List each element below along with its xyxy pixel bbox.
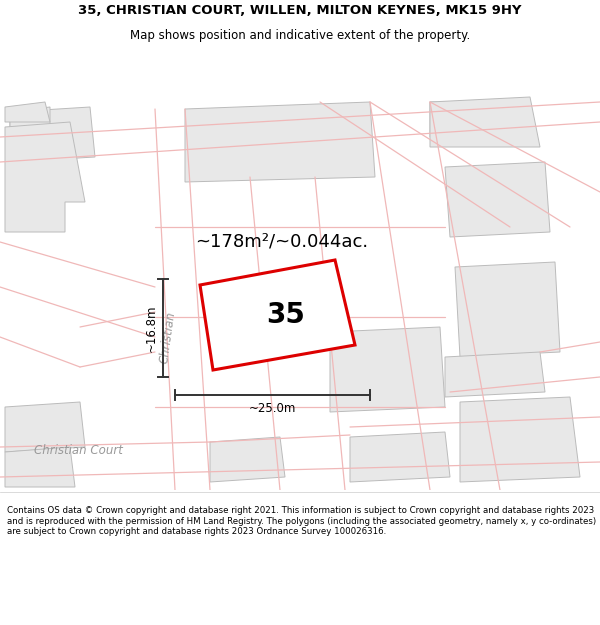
Polygon shape [330, 327, 445, 412]
Polygon shape [430, 102, 525, 137]
Polygon shape [455, 262, 560, 357]
Polygon shape [200, 260, 355, 370]
Text: Map shows position and indicative extent of the property.: Map shows position and indicative extent… [130, 29, 470, 42]
Polygon shape [445, 352, 545, 397]
Polygon shape [5, 447, 75, 487]
Polygon shape [210, 437, 285, 482]
Polygon shape [445, 162, 550, 237]
Polygon shape [10, 107, 95, 162]
Text: ~25.0m: ~25.0m [249, 402, 296, 416]
Polygon shape [185, 102, 375, 182]
Polygon shape [430, 97, 540, 147]
Polygon shape [10, 107, 50, 127]
Polygon shape [5, 102, 50, 122]
Text: Christian: Christian [158, 310, 178, 364]
Polygon shape [460, 397, 580, 482]
Polygon shape [350, 432, 450, 482]
Text: ~178m²/~0.044ac.: ~178m²/~0.044ac. [195, 233, 368, 251]
Text: Contains OS data © Crown copyright and database right 2021. This information is : Contains OS data © Crown copyright and d… [7, 506, 596, 536]
Polygon shape [5, 402, 85, 452]
Text: ~16.8m: ~16.8m [145, 304, 157, 352]
Text: Christian Court: Christian Court [34, 444, 122, 456]
Polygon shape [5, 122, 85, 232]
Text: 35: 35 [266, 301, 305, 329]
Text: 35, CHRISTIAN COURT, WILLEN, MILTON KEYNES, MK15 9HY: 35, CHRISTIAN COURT, WILLEN, MILTON KEYN… [78, 4, 522, 17]
